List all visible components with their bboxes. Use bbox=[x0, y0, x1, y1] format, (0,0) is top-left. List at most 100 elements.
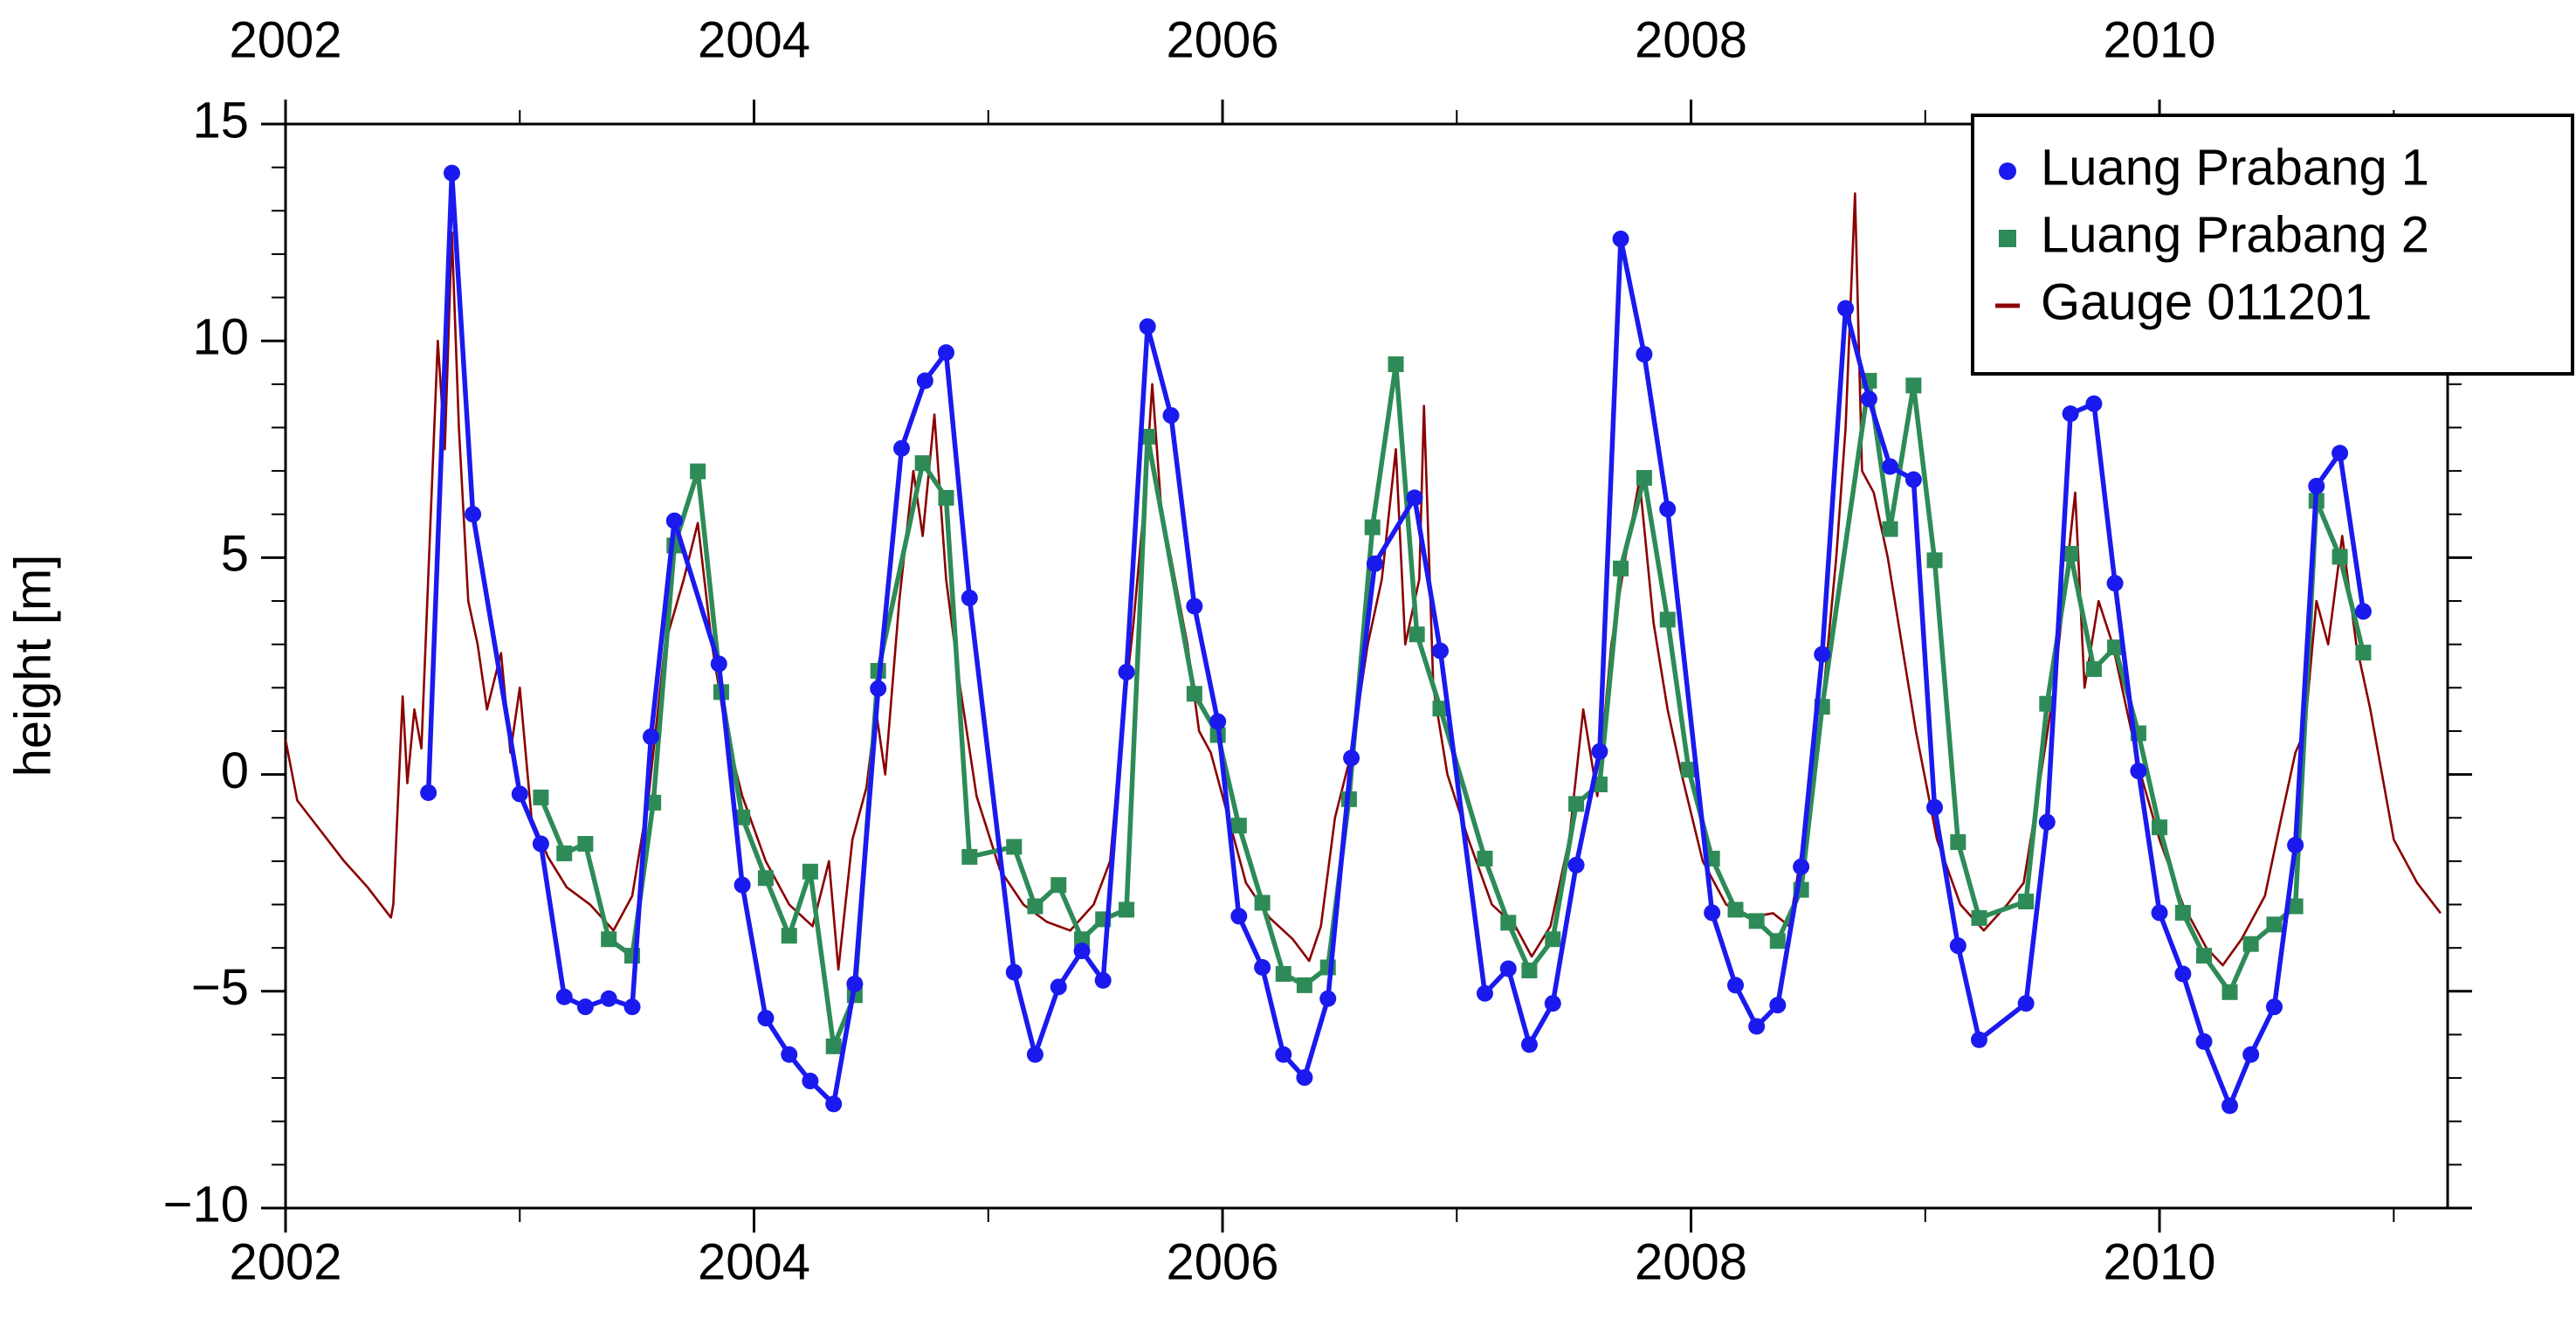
marker bbox=[1388, 356, 1404, 373]
x-tick-label: 2002 bbox=[229, 1233, 341, 1290]
marker bbox=[1119, 901, 1135, 918]
marker bbox=[1612, 231, 1629, 248]
marker bbox=[1027, 898, 1043, 915]
marker bbox=[1162, 407, 1180, 425]
marker bbox=[465, 506, 482, 523]
marker bbox=[1500, 915, 1517, 931]
marker bbox=[1050, 877, 1067, 894]
marker bbox=[511, 785, 528, 803]
marker bbox=[2018, 894, 2035, 910]
marker bbox=[2063, 545, 2079, 562]
marker bbox=[2355, 645, 2372, 661]
marker bbox=[1636, 346, 1653, 363]
marker bbox=[2085, 660, 2102, 677]
marker bbox=[1254, 894, 1271, 911]
marker bbox=[1094, 971, 1112, 989]
marker bbox=[1971, 909, 1987, 926]
marker bbox=[1926, 798, 1944, 816]
legend-marker bbox=[1999, 162, 2016, 180]
legend-marker bbox=[1999, 230, 2016, 247]
marker bbox=[576, 998, 594, 1016]
marker bbox=[825, 1095, 843, 1113]
marker bbox=[1659, 611, 1676, 628]
marker bbox=[757, 870, 774, 887]
marker bbox=[916, 372, 933, 390]
marker bbox=[443, 164, 460, 182]
marker bbox=[1006, 839, 1023, 855]
marker bbox=[961, 590, 978, 607]
marker bbox=[2195, 1032, 2213, 1050]
marker bbox=[1882, 458, 1899, 475]
marker bbox=[1432, 701, 1449, 717]
marker bbox=[2106, 575, 2124, 592]
y-tick-label: 10 bbox=[192, 309, 249, 366]
marker bbox=[2221, 1097, 2239, 1115]
marker bbox=[420, 784, 437, 801]
x-tick-label: 2006 bbox=[1167, 1233, 1279, 1290]
x-tick-label-top: 2008 bbox=[1635, 11, 1747, 68]
marker bbox=[556, 845, 573, 861]
marker bbox=[2265, 998, 2283, 1016]
marker bbox=[870, 680, 887, 697]
marker bbox=[2196, 948, 2213, 964]
marker bbox=[2242, 1046, 2260, 1063]
marker bbox=[1748, 1018, 1766, 1035]
marker bbox=[1544, 995, 1561, 1012]
x-tick-label-top: 2010 bbox=[2104, 11, 2216, 68]
marker bbox=[2174, 904, 2191, 921]
marker bbox=[1613, 560, 1629, 577]
marker bbox=[2017, 995, 2035, 1012]
marker bbox=[1545, 931, 1561, 948]
series-line bbox=[538, 362, 2366, 1049]
marker bbox=[2242, 936, 2259, 952]
marker bbox=[1659, 501, 1677, 518]
marker bbox=[2038, 813, 2056, 831]
marker bbox=[1026, 1046, 1043, 1063]
marker bbox=[1073, 943, 1091, 960]
marker bbox=[1140, 428, 1156, 445]
marker bbox=[734, 809, 751, 825]
x-tick-label-top: 2002 bbox=[229, 11, 341, 68]
marker bbox=[1704, 904, 1721, 922]
x-tick-label-top: 2004 bbox=[698, 11, 810, 68]
plot-frame bbox=[284, 122, 2449, 1210]
marker bbox=[757, 1010, 775, 1027]
marker bbox=[1186, 686, 1202, 702]
marker bbox=[961, 848, 978, 865]
y-tick-label: 0 bbox=[221, 742, 249, 799]
marker bbox=[2152, 819, 2168, 836]
marker bbox=[1209, 713, 1227, 730]
marker bbox=[710, 655, 727, 673]
marker bbox=[1406, 489, 1423, 507]
marker bbox=[1926, 552, 1943, 569]
marker bbox=[577, 836, 594, 853]
marker bbox=[1860, 390, 1877, 408]
marker bbox=[2221, 984, 2238, 1000]
marker bbox=[1409, 626, 1425, 643]
marker bbox=[600, 990, 617, 1007]
marker bbox=[1769, 997, 1787, 1014]
marker bbox=[1366, 555, 1383, 572]
marker bbox=[1476, 984, 1493, 1002]
marker bbox=[734, 876, 751, 894]
marker bbox=[690, 463, 706, 480]
marker bbox=[1005, 963, 1023, 981]
marker bbox=[1432, 642, 1450, 660]
marker bbox=[1567, 856, 1585, 874]
x-tick-label: 2008 bbox=[1635, 1233, 1747, 1290]
marker bbox=[825, 1038, 842, 1054]
legend-label: Gauge 011201 bbox=[2041, 273, 2373, 330]
marker bbox=[1904, 471, 1922, 488]
marker bbox=[2354, 603, 2372, 620]
marker bbox=[1477, 850, 1493, 867]
legend-label: Luang Prabang 1 bbox=[2041, 139, 2429, 196]
marker bbox=[1970, 1031, 1987, 1048]
x-tick-label: 2004 bbox=[698, 1233, 810, 1290]
marker bbox=[1186, 597, 1203, 615]
marker bbox=[2039, 695, 2056, 712]
marker bbox=[1727, 977, 1745, 994]
marker bbox=[2085, 395, 2103, 412]
marker bbox=[846, 975, 864, 992]
